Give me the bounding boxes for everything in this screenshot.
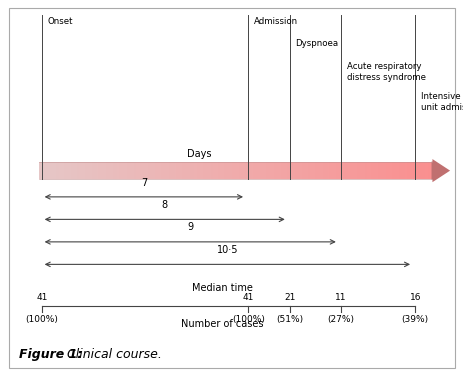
Text: Clinical course.: Clinical course. xyxy=(67,348,162,361)
Text: 10·5: 10·5 xyxy=(216,245,238,255)
Text: 41: 41 xyxy=(242,293,253,302)
Text: 9: 9 xyxy=(187,222,193,232)
Text: (51%): (51%) xyxy=(276,315,303,324)
Text: 7: 7 xyxy=(140,177,147,188)
Text: (100%): (100%) xyxy=(232,315,264,324)
Text: 41: 41 xyxy=(36,293,47,302)
Text: Onset: Onset xyxy=(47,17,73,26)
Text: 21: 21 xyxy=(284,293,295,302)
Text: Days: Days xyxy=(187,149,211,159)
Text: (39%): (39%) xyxy=(401,315,428,324)
Text: Number of cases: Number of cases xyxy=(181,320,263,329)
Text: (27%): (27%) xyxy=(327,315,354,324)
Text: Acute respiratory
distress syndrome: Acute respiratory distress syndrome xyxy=(346,62,425,82)
Text: 11: 11 xyxy=(335,293,346,302)
Text: (100%): (100%) xyxy=(25,315,58,324)
FancyArrow shape xyxy=(431,159,449,182)
Text: Dyspnoea: Dyspnoea xyxy=(295,39,338,48)
Text: Admission: Admission xyxy=(253,17,297,26)
Text: Figure 1:: Figure 1: xyxy=(19,348,82,361)
Text: 8: 8 xyxy=(161,200,168,210)
Text: 16: 16 xyxy=(409,293,420,302)
Text: Median time: Median time xyxy=(192,283,253,293)
Text: Intensive care
unit admission: Intensive care unit admission xyxy=(420,92,463,112)
